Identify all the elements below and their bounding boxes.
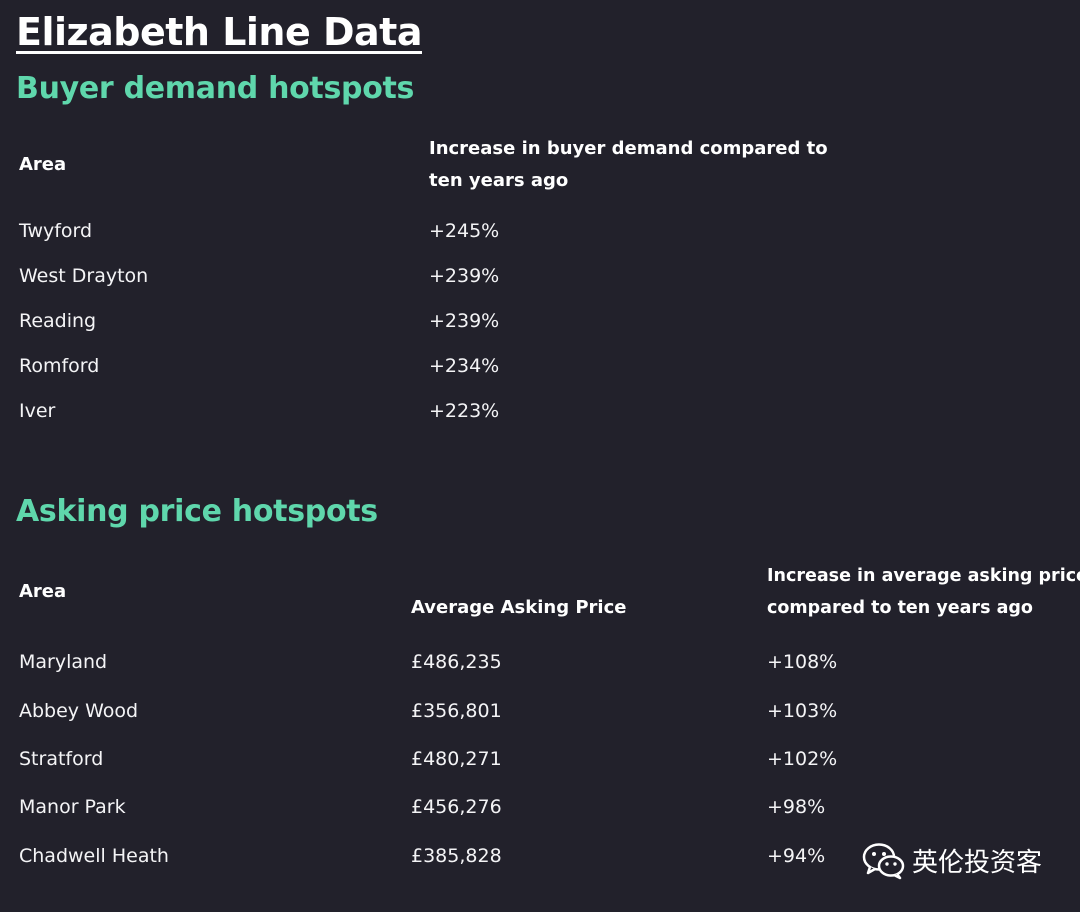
asking-price-col-price: Average Asking Price [411,597,627,618]
row-area: Stratford [19,748,104,770]
row-area: Manor Park [19,796,126,818]
row-area: Twyford [19,220,93,242]
row-price: £456,276 [411,796,502,818]
row-area: Reading [19,310,97,332]
wechat-icon [862,842,906,884]
buyer-demand-col-increase-line2: ten years ago [429,170,569,191]
row-area: Abbey Wood [19,700,139,722]
row-price: £385,828 [411,845,502,867]
buyer-demand-col-increase-line1: Increase in buyer demand compared to [429,138,828,159]
asking-price-col-area: Area [19,581,67,602]
row-increase: +234% [429,355,500,377]
row-increase: +102% [767,748,838,770]
asking-price-col-increase-line2: compared to ten years ago [767,598,1033,618]
row-area: Iver [19,400,56,422]
row-increase: +94% [767,845,826,867]
row-increase: +245% [429,220,500,242]
row-price: £356,801 [411,700,502,722]
buyer-demand-col-area: Area [19,154,67,175]
watermark-text: 英伦投资客 [912,848,1043,878]
row-increase: +103% [767,700,838,722]
row-price: £486,235 [411,651,502,673]
row-price: £480,271 [411,748,502,770]
row-area: Chadwell Heath [19,845,169,867]
row-area: Maryland [19,651,108,673]
asking-price-col-increase-line1: Increase in average asking price [767,566,1080,586]
row-increase: +223% [429,400,500,422]
row-area: Romford [19,355,100,377]
row-increase: +239% [429,310,500,332]
row-increase: +239% [429,265,500,287]
watermark: 英伦投资客 [862,842,1042,884]
asking-price-heading: Asking price hotspots [16,494,378,529]
page-title: Elizabeth Line Data [16,10,422,54]
buyer-demand-heading: Buyer demand hotspots [16,71,415,106]
row-increase: +108% [767,651,838,673]
row-area: West Drayton [19,265,149,287]
row-increase: +98% [767,796,826,818]
